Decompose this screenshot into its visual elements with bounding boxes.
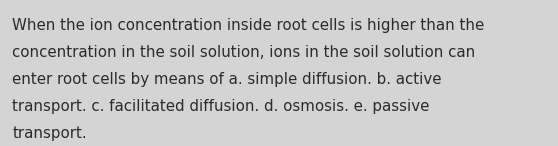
Text: transport. c. facilitated diffusion. d. osmosis. e. passive: transport. c. facilitated diffusion. d. … <box>12 99 430 114</box>
Text: enter root cells by means of a. simple diffusion. b. active: enter root cells by means of a. simple d… <box>12 72 442 87</box>
Text: concentration in the soil solution, ions in the soil solution can: concentration in the soil solution, ions… <box>12 45 475 60</box>
Text: transport.: transport. <box>12 126 87 141</box>
Text: When the ion concentration inside root cells is higher than the: When the ion concentration inside root c… <box>12 18 484 33</box>
